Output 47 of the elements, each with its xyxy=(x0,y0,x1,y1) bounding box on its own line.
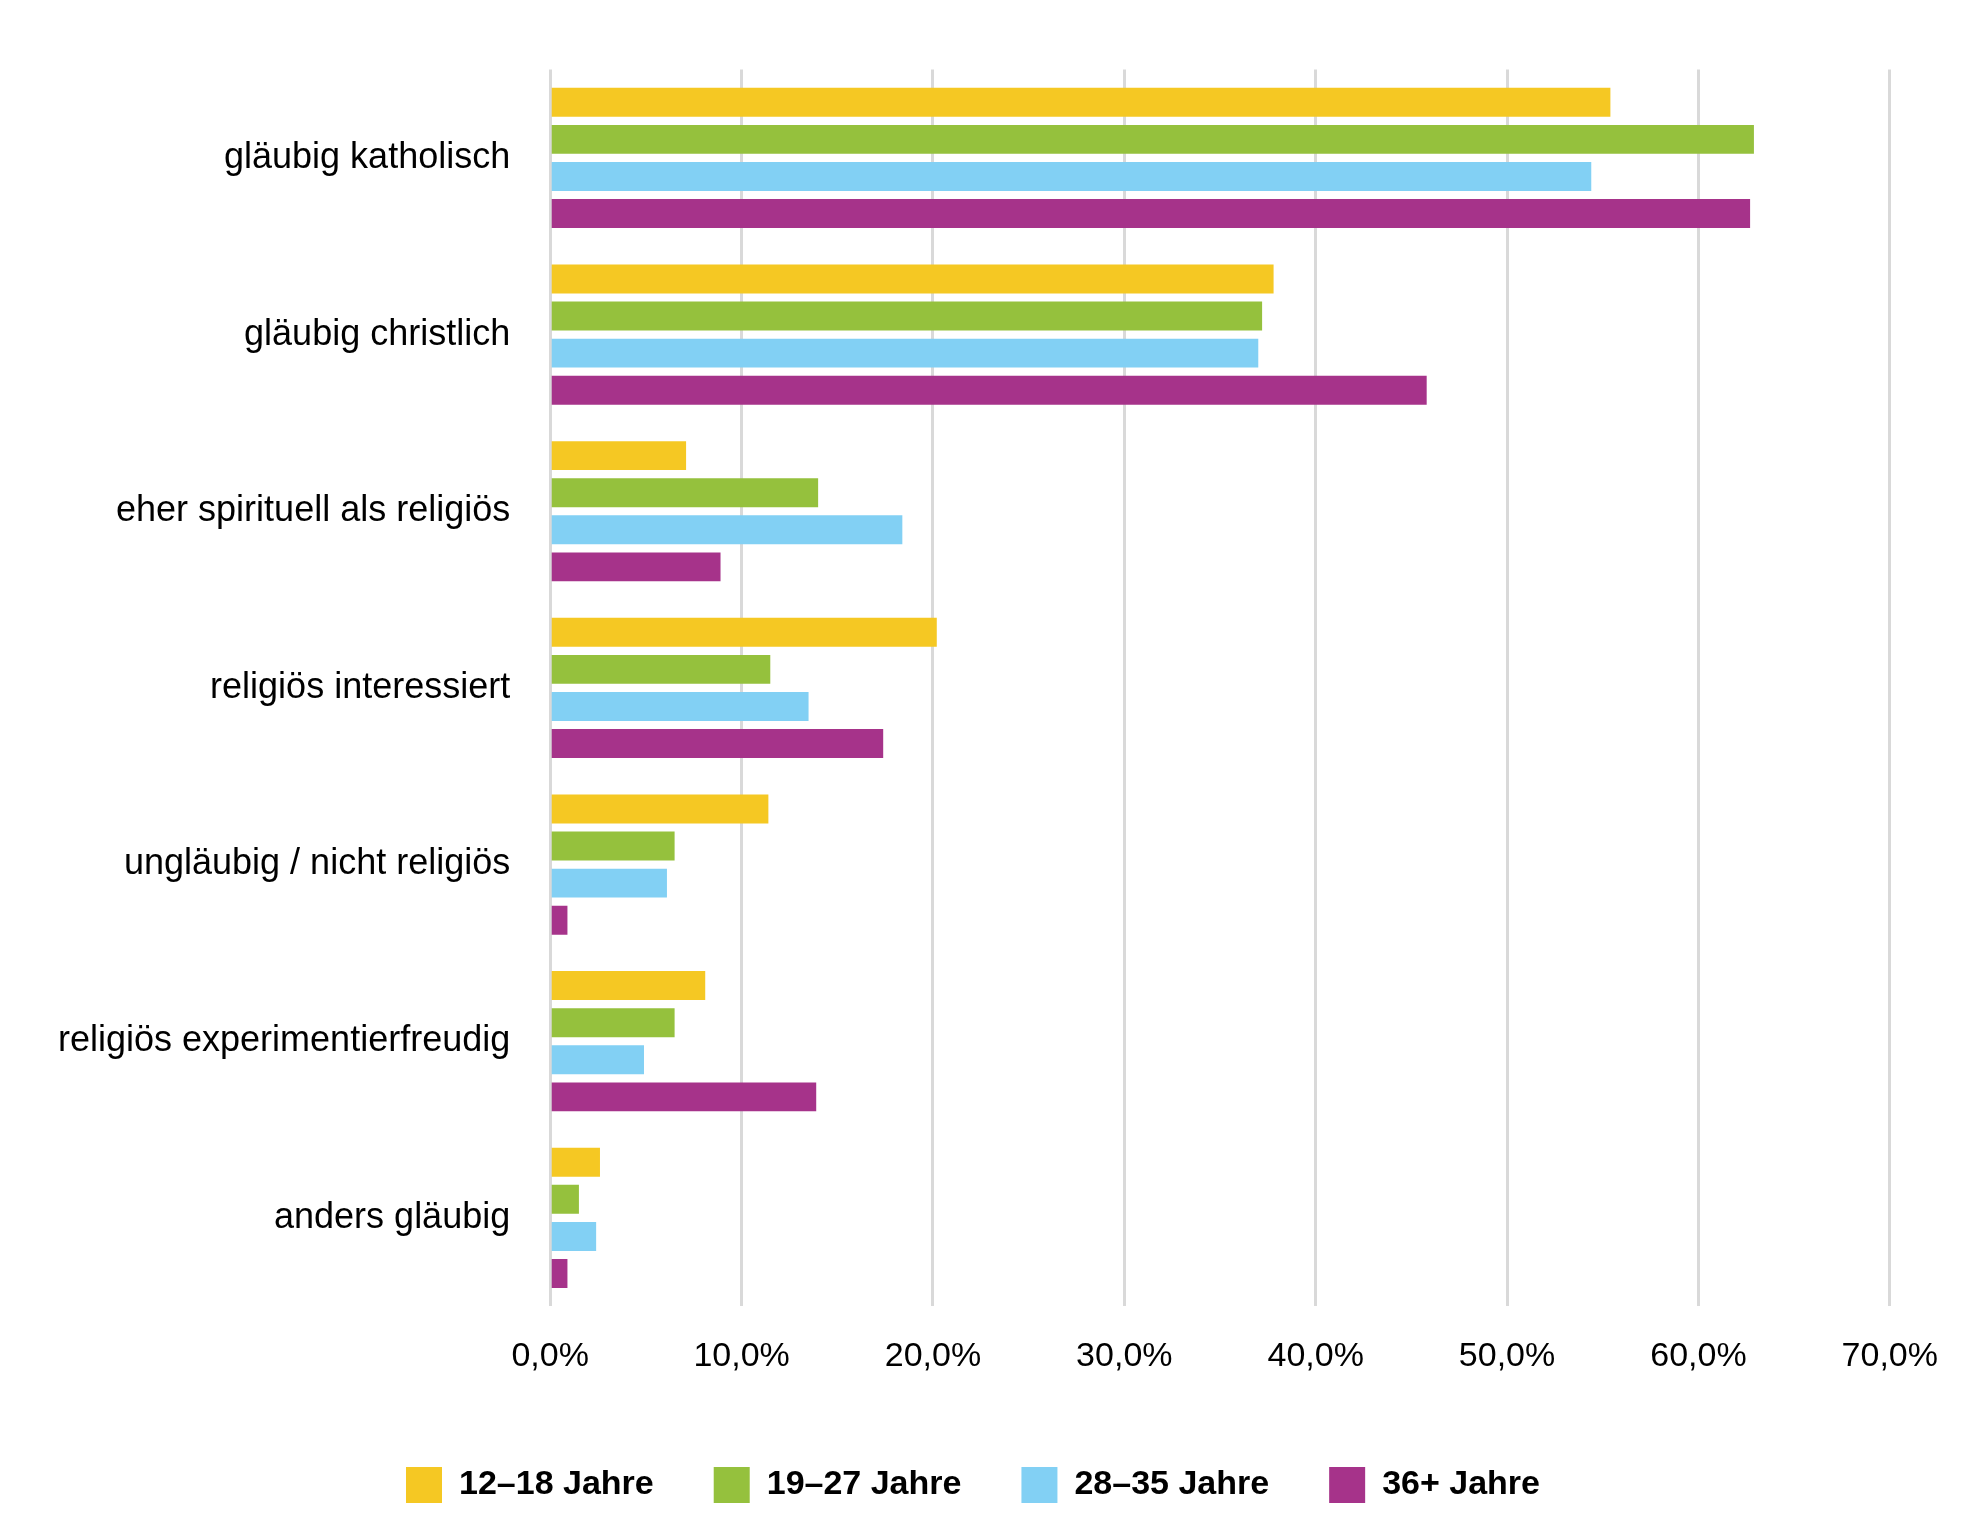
x-tick-label: 40,0% xyxy=(1267,1334,1364,1373)
y-tick-label: religiös interessiert xyxy=(210,664,511,706)
x-tick-label: 20,0% xyxy=(884,1334,982,1373)
x-tick-label: 0,0% xyxy=(511,1334,589,1373)
legend-label: 28–35 Jahre xyxy=(1074,1463,1270,1502)
bar xyxy=(551,1259,568,1288)
x-tick-label: 60,0% xyxy=(1650,1334,1747,1373)
bar xyxy=(551,124,1754,154)
legend-label: 12–18 Jahre xyxy=(459,1463,654,1502)
bar xyxy=(551,729,884,759)
bar xyxy=(551,1184,579,1214)
bar xyxy=(551,971,706,1001)
bar xyxy=(551,162,1592,191)
bar xyxy=(551,1008,675,1038)
y-tick-label: gläubig christlich xyxy=(244,311,511,353)
bar xyxy=(551,515,903,545)
bar xyxy=(551,654,771,684)
bar xyxy=(551,441,687,471)
bar xyxy=(551,794,769,824)
bar xyxy=(551,552,721,582)
x-tick-label: 50,0% xyxy=(1458,1334,1556,1373)
bar xyxy=(551,868,667,898)
x-tick-label: 10,0% xyxy=(693,1334,790,1373)
y-tick-label: eher spirituell als religiös xyxy=(116,488,511,530)
bar xyxy=(551,338,1259,368)
y-tick-label: anders gläubig xyxy=(274,1194,511,1236)
bar xyxy=(551,199,1751,229)
bar xyxy=(551,617,937,647)
bar xyxy=(551,1045,644,1075)
bar xyxy=(551,1147,600,1177)
bar xyxy=(551,264,1274,294)
y-tick-label: ungläubig / nicht religiös xyxy=(123,841,511,883)
bar xyxy=(551,831,675,861)
bar xyxy=(551,1082,817,1112)
bar xyxy=(551,87,1611,117)
bar xyxy=(551,375,1427,405)
x-tick-label: 30,0% xyxy=(1076,1334,1173,1373)
bar xyxy=(551,478,819,508)
legend-label: 19–27 Jahre xyxy=(766,1463,962,1502)
bar xyxy=(551,905,568,935)
y-tick-label: gläubig katholisch xyxy=(224,134,511,176)
bar xyxy=(551,1221,597,1251)
bar xyxy=(551,301,1263,331)
bar xyxy=(551,691,809,721)
x-tick-label: 70,0% xyxy=(1841,1334,1938,1373)
y-tick-label: religiös experimentierfreudig xyxy=(58,1018,511,1060)
legend-label: 36+ Jahre xyxy=(1382,1463,1541,1502)
